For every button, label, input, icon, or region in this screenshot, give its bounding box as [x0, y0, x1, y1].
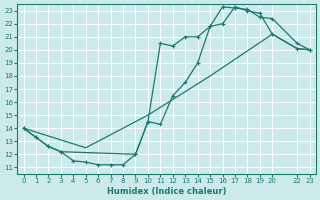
X-axis label: Humidex (Indice chaleur): Humidex (Indice chaleur) — [107, 187, 226, 196]
